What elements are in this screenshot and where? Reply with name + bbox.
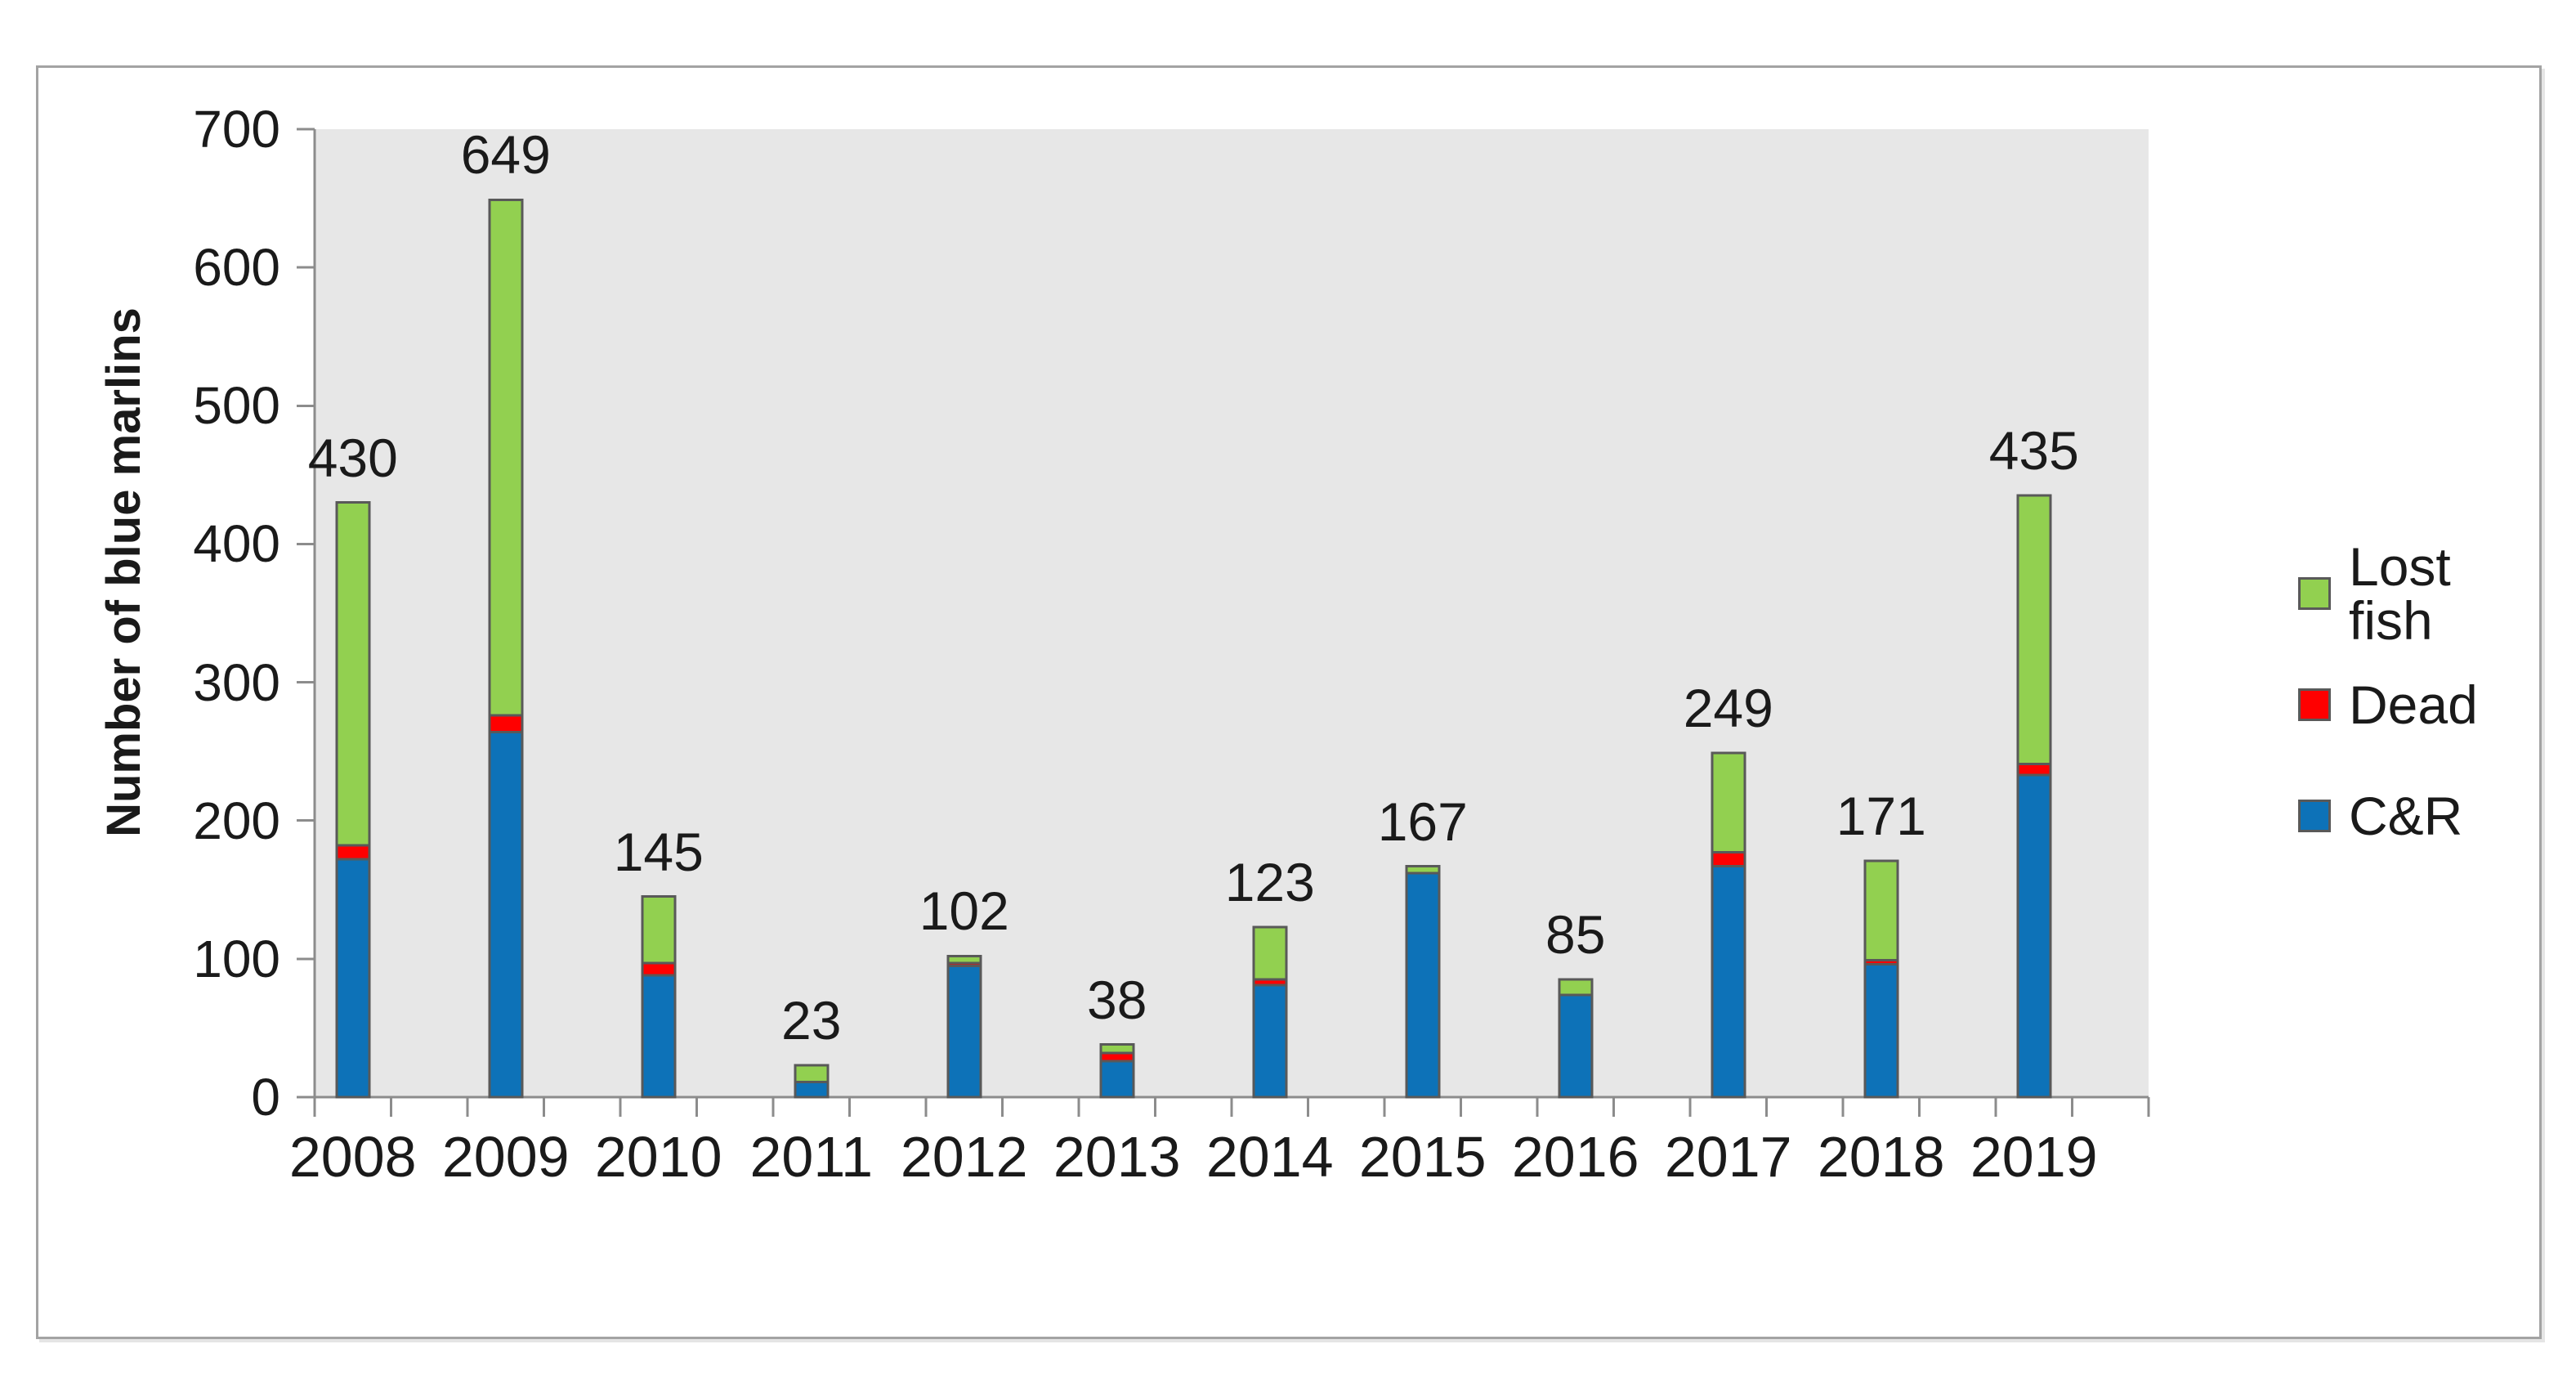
bar-segment-lost-fish-2015 [1405,865,1441,875]
legend-swatch-icon [2298,577,2331,610]
bar-segment-dead-2009 [488,714,524,733]
legend-label: Lost fish [2349,536,2451,651]
bar-segment-dead-2008 [335,844,371,861]
bar-segment-lost-fish-2010 [641,895,677,965]
legend-swatch-icon [2298,688,2331,721]
x-tick-label: 2012 [900,1125,1028,1189]
bar-segment-c-r-2015 [1405,871,1441,1099]
plot-area [315,129,2149,1097]
bar-segment-c-r-2019 [2016,773,2052,1099]
bar-segment-c-r-2018 [1863,963,1899,1099]
bar-segment-dead-2017 [1711,851,1746,868]
bar-value-label: 23 [781,990,842,1051]
x-tick-label: 2010 [594,1125,722,1189]
bar-value-label: 649 [460,124,551,186]
bar-segment-c-r-2010 [641,974,677,1099]
y-tick-label: 400 [193,514,280,574]
legend-item-c-r: C&R [2298,783,2462,849]
x-tick-label: 2014 [1205,1125,1334,1189]
legend-item-dead: Dead [2298,672,2478,737]
x-tick-label: 2008 [288,1125,417,1189]
bar-segment-c-r-2008 [335,858,371,1099]
bar-value-label: 38 [1087,969,1147,1030]
x-tick-label: 2013 [1053,1125,1181,1189]
y-tick-label: 600 [193,238,280,298]
bar-value-label: 85 [1545,904,1606,966]
legend-swatch-icon [2298,800,2331,832]
legend-label: C&R [2349,786,2463,846]
y-tick-label: 0 [251,1068,280,1127]
x-tick-label: 2019 [1970,1125,2098,1189]
bar-value-label: 102 [919,880,1009,942]
x-tick-label: 2017 [1664,1125,1792,1189]
bar-segment-lost-fish-2009 [488,198,524,717]
bar-segment-dead-2010 [641,961,677,977]
bar-value-label: 167 [1377,791,1468,852]
bar-segment-lost-fish-2018 [1863,859,1899,962]
bar-segment-c-r-2016 [1558,993,1594,1099]
bar-value-label: 145 [613,821,704,882]
x-tick-label: 2016 [1511,1125,1639,1189]
bar-value-label: 435 [1988,420,2079,482]
bar-segment-lost-fish-2008 [335,501,371,847]
x-tick-label: 2009 [441,1125,570,1189]
x-tick-label: 2018 [1817,1125,1945,1189]
bar-value-label: 123 [1224,851,1315,912]
bar-value-label: 249 [1683,677,1773,738]
x-tick-label: 2015 [1358,1125,1487,1189]
bar-segment-lost-fish-2014 [1252,925,1288,981]
bar-segment-c-r-2009 [488,730,524,1099]
bar-segment-dead-2019 [2016,762,2052,777]
bar-segment-dead-2013 [1099,1051,1135,1063]
y-tick-label: 700 [193,100,280,159]
bar-segment-lost-fish-2013 [1099,1043,1135,1055]
bar-segment-lost-fish-2017 [1711,751,1746,854]
y-tick-label: 100 [193,929,280,988]
bar-value-label: 430 [307,427,398,488]
bar-segment-lost-fish-2019 [2016,494,2052,765]
bar-segment-c-r-2014 [1252,983,1288,1099]
bar-segment-c-r-2013 [1099,1060,1135,1099]
bar-segment-c-r-2011 [794,1080,830,1099]
bar-segment-c-r-2017 [1711,865,1746,1099]
bar-value-label: 171 [1836,785,1926,846]
y-tick-label: 300 [193,652,280,712]
y-tick-label: 200 [193,791,280,850]
legend-label: Dead [2349,674,2478,735]
bar-segment-lost-fish-2012 [946,954,982,965]
bar-segment-lost-fish-2011 [794,1064,830,1083]
legend-item-lost-fish: Lost fish [2298,540,2451,647]
y-tick-label: 500 [193,376,280,436]
bar-segment-c-r-2012 [946,964,982,1099]
bar-segment-lost-fish-2016 [1558,978,1594,997]
x-tick-label: 2011 [749,1125,874,1189]
